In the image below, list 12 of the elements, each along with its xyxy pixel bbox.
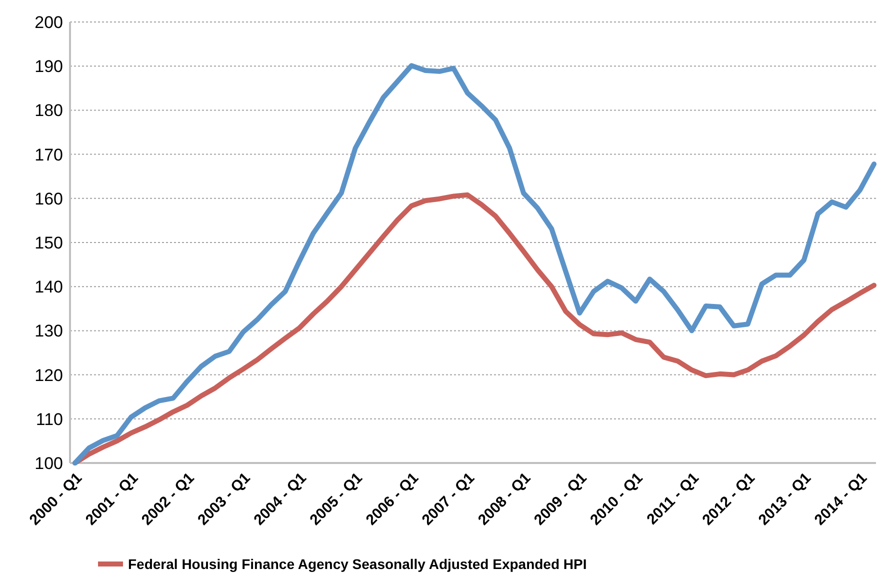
y-tick-label: 200 (34, 12, 63, 32)
y-tick-label: 150 (34, 233, 63, 252)
y-tick-label: 190 (34, 57, 63, 76)
y-tick-label: 170 (34, 145, 63, 164)
y-tick-label: 100 (34, 454, 63, 473)
y-tick-label: 180 (34, 101, 63, 120)
y-tick-label: 110 (36, 410, 63, 429)
y-tick-label: 160 (34, 189, 63, 208)
y-tick-label: 120 (34, 366, 63, 385)
legend-label: Federal Housing Finance Agency Seasonally Adjusted Expanded HPI (128, 556, 587, 572)
y-tick-label: 130 (34, 322, 63, 341)
y-tick-label: 140 (34, 278, 63, 297)
